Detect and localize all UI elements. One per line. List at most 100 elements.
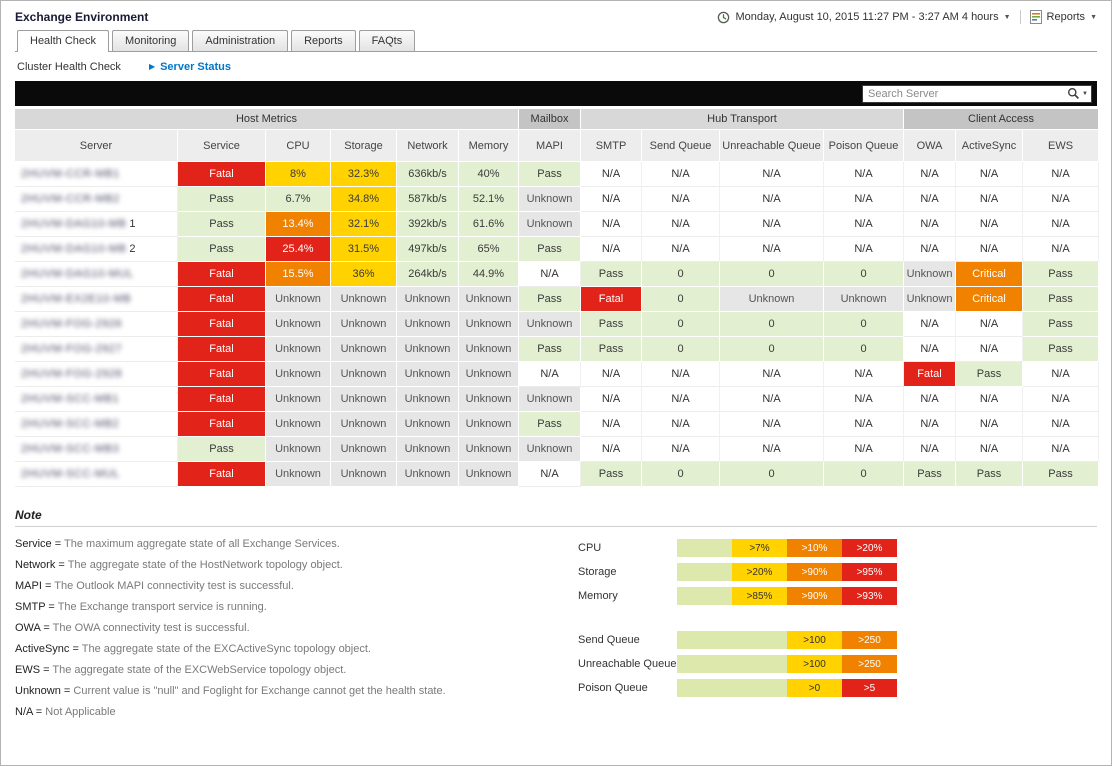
tab-administration[interactable]: Administration [192,30,289,51]
cell-ews[interactable]: N/A [1023,387,1100,412]
cell-storage[interactable]: Unknown [331,312,397,337]
cell-service[interactable]: Fatal [178,337,266,362]
cell-ews[interactable]: N/A [1023,237,1100,262]
cell-cpu[interactable]: Unknown [266,437,331,462]
cell-network[interactable]: Unknown [397,287,459,312]
cell-mapi[interactable]: Unknown [519,212,581,237]
cell-poison-queue[interactable]: N/A [824,187,905,212]
cell-activesync[interactable]: Pass [956,462,1024,487]
cell-network[interactable]: 587kb/s [397,187,459,212]
cell-send-queue[interactable]: 0 [642,312,720,337]
cell-send-queue[interactable]: N/A [642,387,720,412]
server-name[interactable]: 2HUVM-SCC-MUL [15,462,178,487]
cell-activesync[interactable]: N/A [956,212,1024,237]
cell-service[interactable]: Fatal [178,412,266,437]
cell-storage[interactable]: 32.3% [331,162,397,187]
cell-memory[interactable]: Unknown [459,462,519,487]
cell-poison-queue[interactable]: N/A [824,387,905,412]
cell-unreachable-queue[interactable]: N/A [720,387,824,412]
cell-owa[interactable]: Fatal [904,362,957,387]
cell-service[interactable]: Fatal [178,387,266,412]
cell-mapi[interactable]: Pass [519,337,581,362]
cell-poison-queue[interactable]: 0 [824,337,905,362]
cell-owa[interactable]: N/A [904,212,957,237]
cell-activesync[interactable]: Critical [956,287,1024,312]
cell-unreachable-queue[interactable]: N/A [720,437,824,462]
column-header-ews[interactable]: EWS [1023,130,1100,162]
cell-owa[interactable]: Unknown [904,262,957,287]
cell-unreachable-queue[interactable]: 0 [720,337,824,362]
cell-network[interactable]: 636kb/s [397,162,459,187]
cell-service[interactable]: Pass [178,187,266,212]
cell-activesync[interactable]: Critical [956,262,1024,287]
cell-ews[interactable]: Pass [1023,337,1100,362]
cell-mapi[interactable]: N/A [519,362,581,387]
cell-send-queue[interactable]: N/A [642,412,720,437]
cell-smtp[interactable]: Pass [581,262,642,287]
cell-poison-queue[interactable]: N/A [824,162,905,187]
cell-memory[interactable]: Unknown [459,337,519,362]
tab-reports[interactable]: Reports [291,30,356,51]
cell-smtp[interactable]: N/A [581,187,642,212]
cell-activesync[interactable]: N/A [956,437,1024,462]
server-name[interactable]: 2HUVM-DAG10-MUL [15,262,178,287]
cell-unreachable-queue[interactable]: 0 [720,462,824,487]
cell-memory[interactable]: 65% [459,237,519,262]
cell-ews[interactable]: Pass [1023,312,1100,337]
cell-send-queue[interactable]: N/A [642,237,720,262]
column-header-storage[interactable]: Storage [331,130,397,162]
cell-network[interactable]: 392kb/s [397,212,459,237]
cell-smtp[interactable]: Pass [581,337,642,362]
cell-poison-queue[interactable]: N/A [824,362,905,387]
cell-memory[interactable]: Unknown [459,412,519,437]
cell-owa[interactable]: N/A [904,412,957,437]
cell-activesync[interactable]: N/A [956,412,1024,437]
cell-cpu[interactable]: Unknown [266,312,331,337]
cell-unreachable-queue[interactable]: N/A [720,212,824,237]
server-name[interactable]: 2HUVM-SCC-MB2 [15,412,178,437]
cell-mapi[interactable]: Pass [519,412,581,437]
cell-send-queue[interactable]: N/A [642,437,720,462]
cell-mapi[interactable]: N/A [519,262,581,287]
cell-send-queue[interactable]: 0 [642,462,720,487]
cell-unreachable-queue[interactable]: N/A [720,162,824,187]
column-header-owa[interactable]: OWA [904,130,957,162]
tab-health-check[interactable]: Health Check [17,30,110,52]
cell-smtp[interactable]: Pass [581,462,642,487]
cell-cpu[interactable]: 6.7% [266,187,331,212]
server-name[interactable]: 2HUVM-CCR-MB2 [15,187,178,212]
cell-memory[interactable]: 44.9% [459,262,519,287]
server-name[interactable]: 2HUVM-SCC-MB1 [15,387,178,412]
cell-storage[interactable]: 32.1% [331,212,397,237]
cell-cpu[interactable]: Unknown [266,287,331,312]
column-header-service[interactable]: Service [178,130,266,162]
cell-ews[interactable]: N/A [1023,212,1100,237]
cell-storage[interactable]: Unknown [331,437,397,462]
cell-smtp[interactable]: Pass [581,312,642,337]
column-header-server[interactable]: Server [15,130,178,162]
cell-memory[interactable]: Unknown [459,362,519,387]
cell-send-queue[interactable]: N/A [642,162,720,187]
cell-owa[interactable]: N/A [904,387,957,412]
cell-service[interactable]: Fatal [178,462,266,487]
cell-service[interactable]: Pass [178,237,266,262]
cell-ews[interactable]: Pass [1023,262,1100,287]
cell-smtp[interactable]: N/A [581,212,642,237]
cell-ews[interactable]: N/A [1023,187,1100,212]
cell-service[interactable]: Fatal [178,312,266,337]
cell-storage[interactable]: Unknown [331,412,397,437]
cell-unreachable-queue[interactable]: N/A [720,187,824,212]
cell-owa[interactable]: Pass [904,462,957,487]
cell-service[interactable]: Pass [178,437,266,462]
cell-poison-queue[interactable]: N/A [824,237,905,262]
cell-cpu[interactable]: Unknown [266,462,331,487]
cell-memory[interactable]: 52.1% [459,187,519,212]
cell-memory[interactable]: Unknown [459,387,519,412]
cell-poison-queue[interactable]: N/A [824,437,905,462]
cell-network[interactable]: Unknown [397,387,459,412]
cell-poison-queue[interactable]: Unknown [824,287,905,312]
cell-memory[interactable]: Unknown [459,287,519,312]
cell-activesync[interactable]: N/A [956,387,1024,412]
cell-ews[interactable]: Pass [1023,462,1100,487]
cell-storage[interactable]: 31.5% [331,237,397,262]
